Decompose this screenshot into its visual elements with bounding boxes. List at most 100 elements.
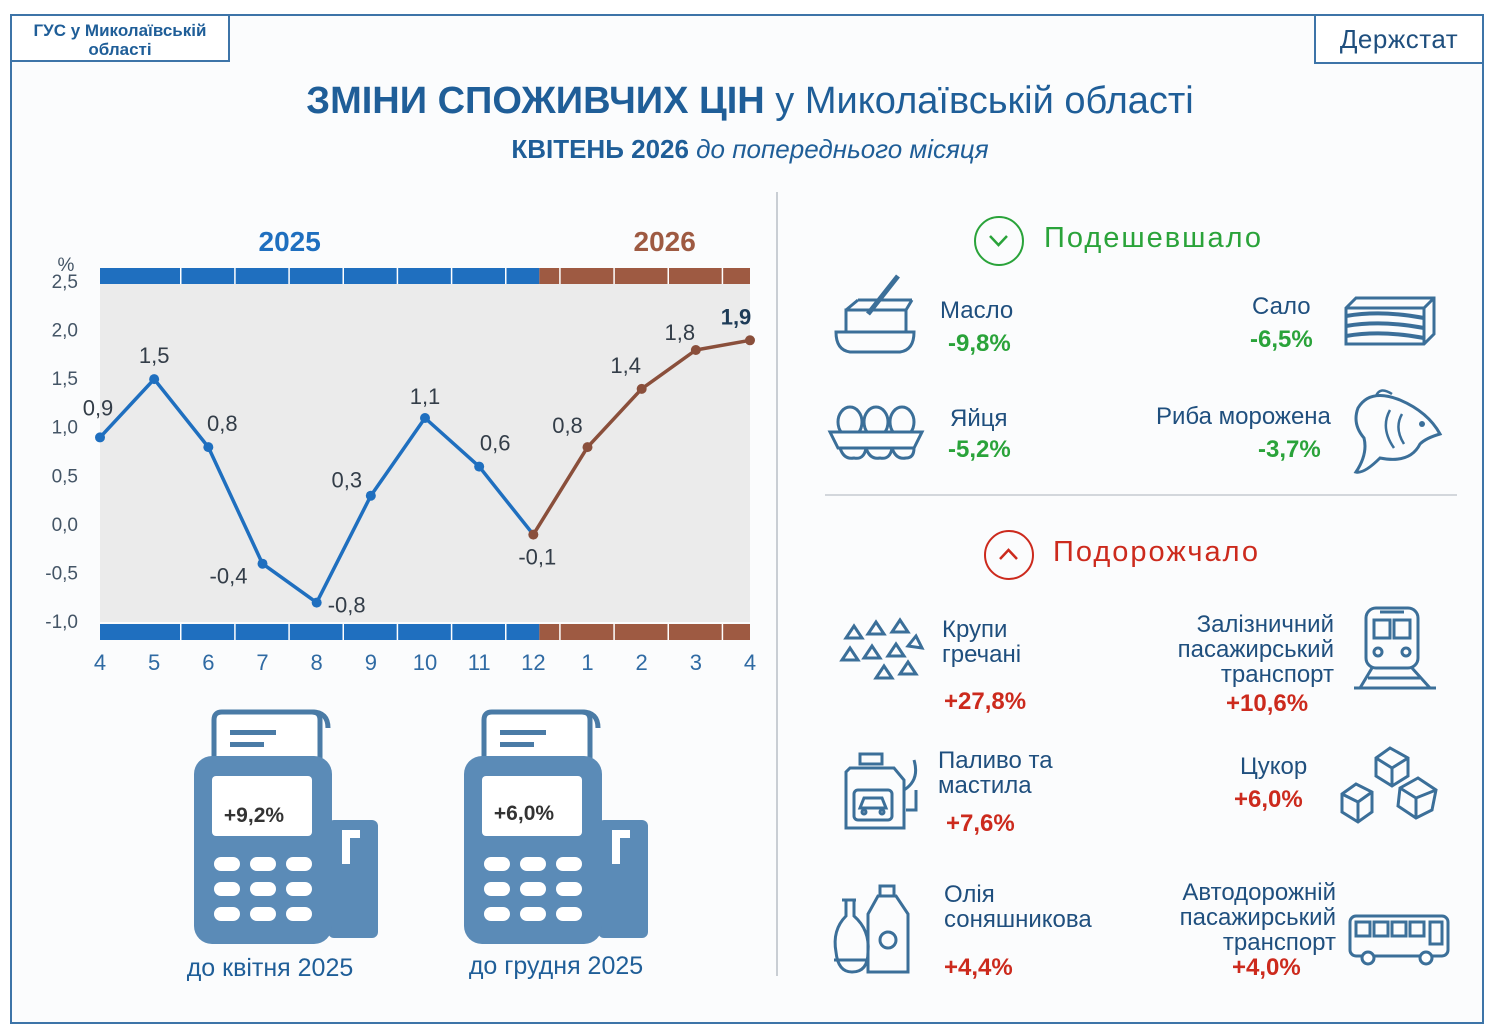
agency-label: ГУС у Миколаївській області xyxy=(10,14,230,62)
oil-icon xyxy=(833,884,910,974)
year-band-2026-top xyxy=(539,268,750,284)
chevron-down-icon xyxy=(974,216,1024,266)
item-train-value: +10,6% xyxy=(1226,690,1309,717)
buckwheat-icon xyxy=(839,617,925,680)
y-tick-label: 2,0 xyxy=(52,321,78,342)
x-tick-label: 9 xyxy=(365,650,377,675)
data-label: 0,8 xyxy=(207,411,238,436)
item-fuel-name: Паливо та мастила xyxy=(938,747,1053,799)
data-label: -0,4 xyxy=(210,564,248,589)
item-bus-name: Автодорожній пасажирський транспорт xyxy=(1179,879,1336,956)
x-tick-label: 1 xyxy=(581,650,593,675)
page-subtitle: КВІТЕНЬ 2026 до попереднього місяця xyxy=(511,134,989,164)
x-tick-label: 3 xyxy=(690,650,702,675)
data-label: 0,6 xyxy=(480,431,511,456)
data-point xyxy=(690,345,701,355)
item-buckwheat-value: +27,8% xyxy=(944,688,1027,715)
year-label-2026: 2026 xyxy=(634,226,696,257)
plot-area xyxy=(100,282,750,622)
data-point xyxy=(257,558,268,569)
year-band-2025-bottom xyxy=(100,624,540,640)
cheaper-heading: Подешевшало xyxy=(1044,222,1263,254)
item-lard-name: Сало xyxy=(1252,293,1311,320)
cpi-line-chart: 2025 2026%2,5 2,0 1,5 1,0 0,5 0,0 -0,5 -1,0 4 5 6 7 8… xyxy=(45,226,756,675)
data-label: 1,8 xyxy=(665,320,696,345)
data-label: -0,8 xyxy=(328,593,366,618)
x-tick-label: 12 xyxy=(521,650,545,675)
x-tick-label: 11 xyxy=(468,650,491,675)
x-tick-label: 2 xyxy=(636,650,648,675)
item-butter-value: -9,8% xyxy=(948,330,1011,357)
item-oil-name: Олія соняшникова xyxy=(944,881,1092,933)
derzhstat-logo: Держстат xyxy=(1314,14,1484,64)
x-tick-label: 4 xyxy=(744,650,756,675)
data-label: 1,9 xyxy=(721,304,752,329)
terminal-annual-caption: до квітня 2025 xyxy=(186,954,354,982)
train-icon xyxy=(1354,606,1436,690)
terminal-december: +6,0% xyxy=(462,702,652,952)
y-tick-label: 2,5 xyxy=(52,272,78,293)
data-point xyxy=(582,442,593,453)
year-band-2026-bottom xyxy=(539,624,750,640)
item-bus-value: +4,0% xyxy=(1232,954,1301,981)
y-tick-label: 0,0 xyxy=(52,515,78,536)
item-oil-value: +4,4% xyxy=(944,954,1013,981)
item-eggs-value: -5,2% xyxy=(948,436,1011,463)
data-label: -0,1 xyxy=(518,545,556,570)
page-title: ЗМІНИ СПОЖИВЧИХ ЦІН у Миколаївській обла… xyxy=(306,80,1194,122)
terminal-annual: +9,2% xyxy=(192,702,382,952)
year-band-2025-top xyxy=(100,268,540,284)
item-lard-value: -6,5% xyxy=(1250,326,1313,353)
data-point xyxy=(636,383,647,394)
data-label: 0,9 xyxy=(83,395,114,420)
section-divider xyxy=(825,494,1457,496)
item-sugar-value: +6,0% xyxy=(1234,786,1303,813)
x-tick-label: 6 xyxy=(202,650,214,675)
payment-terminal-icon xyxy=(194,709,378,944)
item-fuel-value: +7,6% xyxy=(946,810,1015,837)
terminal-december-value: +6,0% xyxy=(493,802,555,825)
data-label: 1,4 xyxy=(610,353,641,378)
chevron-up-icon xyxy=(984,530,1034,580)
data-point xyxy=(420,413,430,423)
payment-terminal-icon xyxy=(464,709,648,944)
x-tick-label: 4 xyxy=(94,650,106,675)
bus-icon xyxy=(1348,914,1450,966)
data-point xyxy=(203,442,214,453)
data-point xyxy=(95,432,105,443)
data-point xyxy=(528,529,539,540)
data-label: 1,5 xyxy=(139,343,170,368)
item-train-name: Залізничний пасажирський транспорт xyxy=(1177,611,1334,688)
item-buckwheat-name: Крупи гречані xyxy=(942,616,1022,668)
data-label: 0,3 xyxy=(332,468,363,493)
x-tick-label: 8 xyxy=(311,650,323,675)
data-point xyxy=(745,335,755,346)
y-tick-label: -0,5 xyxy=(45,563,78,584)
data-label: 1,1 xyxy=(410,384,441,409)
data-point xyxy=(365,490,376,501)
y-tick-label: 1,5 xyxy=(52,369,78,390)
data-point xyxy=(149,374,160,385)
item-butter-name: Масло xyxy=(940,297,1014,324)
lard-icon xyxy=(1344,296,1436,346)
terminal-december-caption: до грудня 2025 xyxy=(468,952,644,980)
year-label-2025: 2025 xyxy=(259,226,321,257)
y-axis-unit: % xyxy=(58,255,75,276)
x-tick-label: 5 xyxy=(148,650,160,675)
y-tick-label: 0,5 xyxy=(52,466,78,487)
item-fish-name: Риба морожена xyxy=(1156,403,1331,430)
vertical-divider xyxy=(776,192,778,976)
y-tick-label: -1,0 xyxy=(45,612,78,633)
eggs-icon xyxy=(827,405,925,460)
fuel-icon xyxy=(844,752,918,830)
y-tick-label: 1,0 xyxy=(52,418,78,439)
terminal-annual-value: +9,2% xyxy=(223,804,285,827)
item-fish-value: -3,7% xyxy=(1258,436,1321,463)
butter-icon xyxy=(834,274,916,354)
item-sugar-name: Цукор xyxy=(1240,753,1308,780)
x-tick-label: 10 xyxy=(413,650,437,675)
data-label: 0,8 xyxy=(552,413,583,438)
x-tick-label: 7 xyxy=(256,650,268,675)
fish-icon xyxy=(1353,389,1443,474)
data-point xyxy=(311,597,322,608)
